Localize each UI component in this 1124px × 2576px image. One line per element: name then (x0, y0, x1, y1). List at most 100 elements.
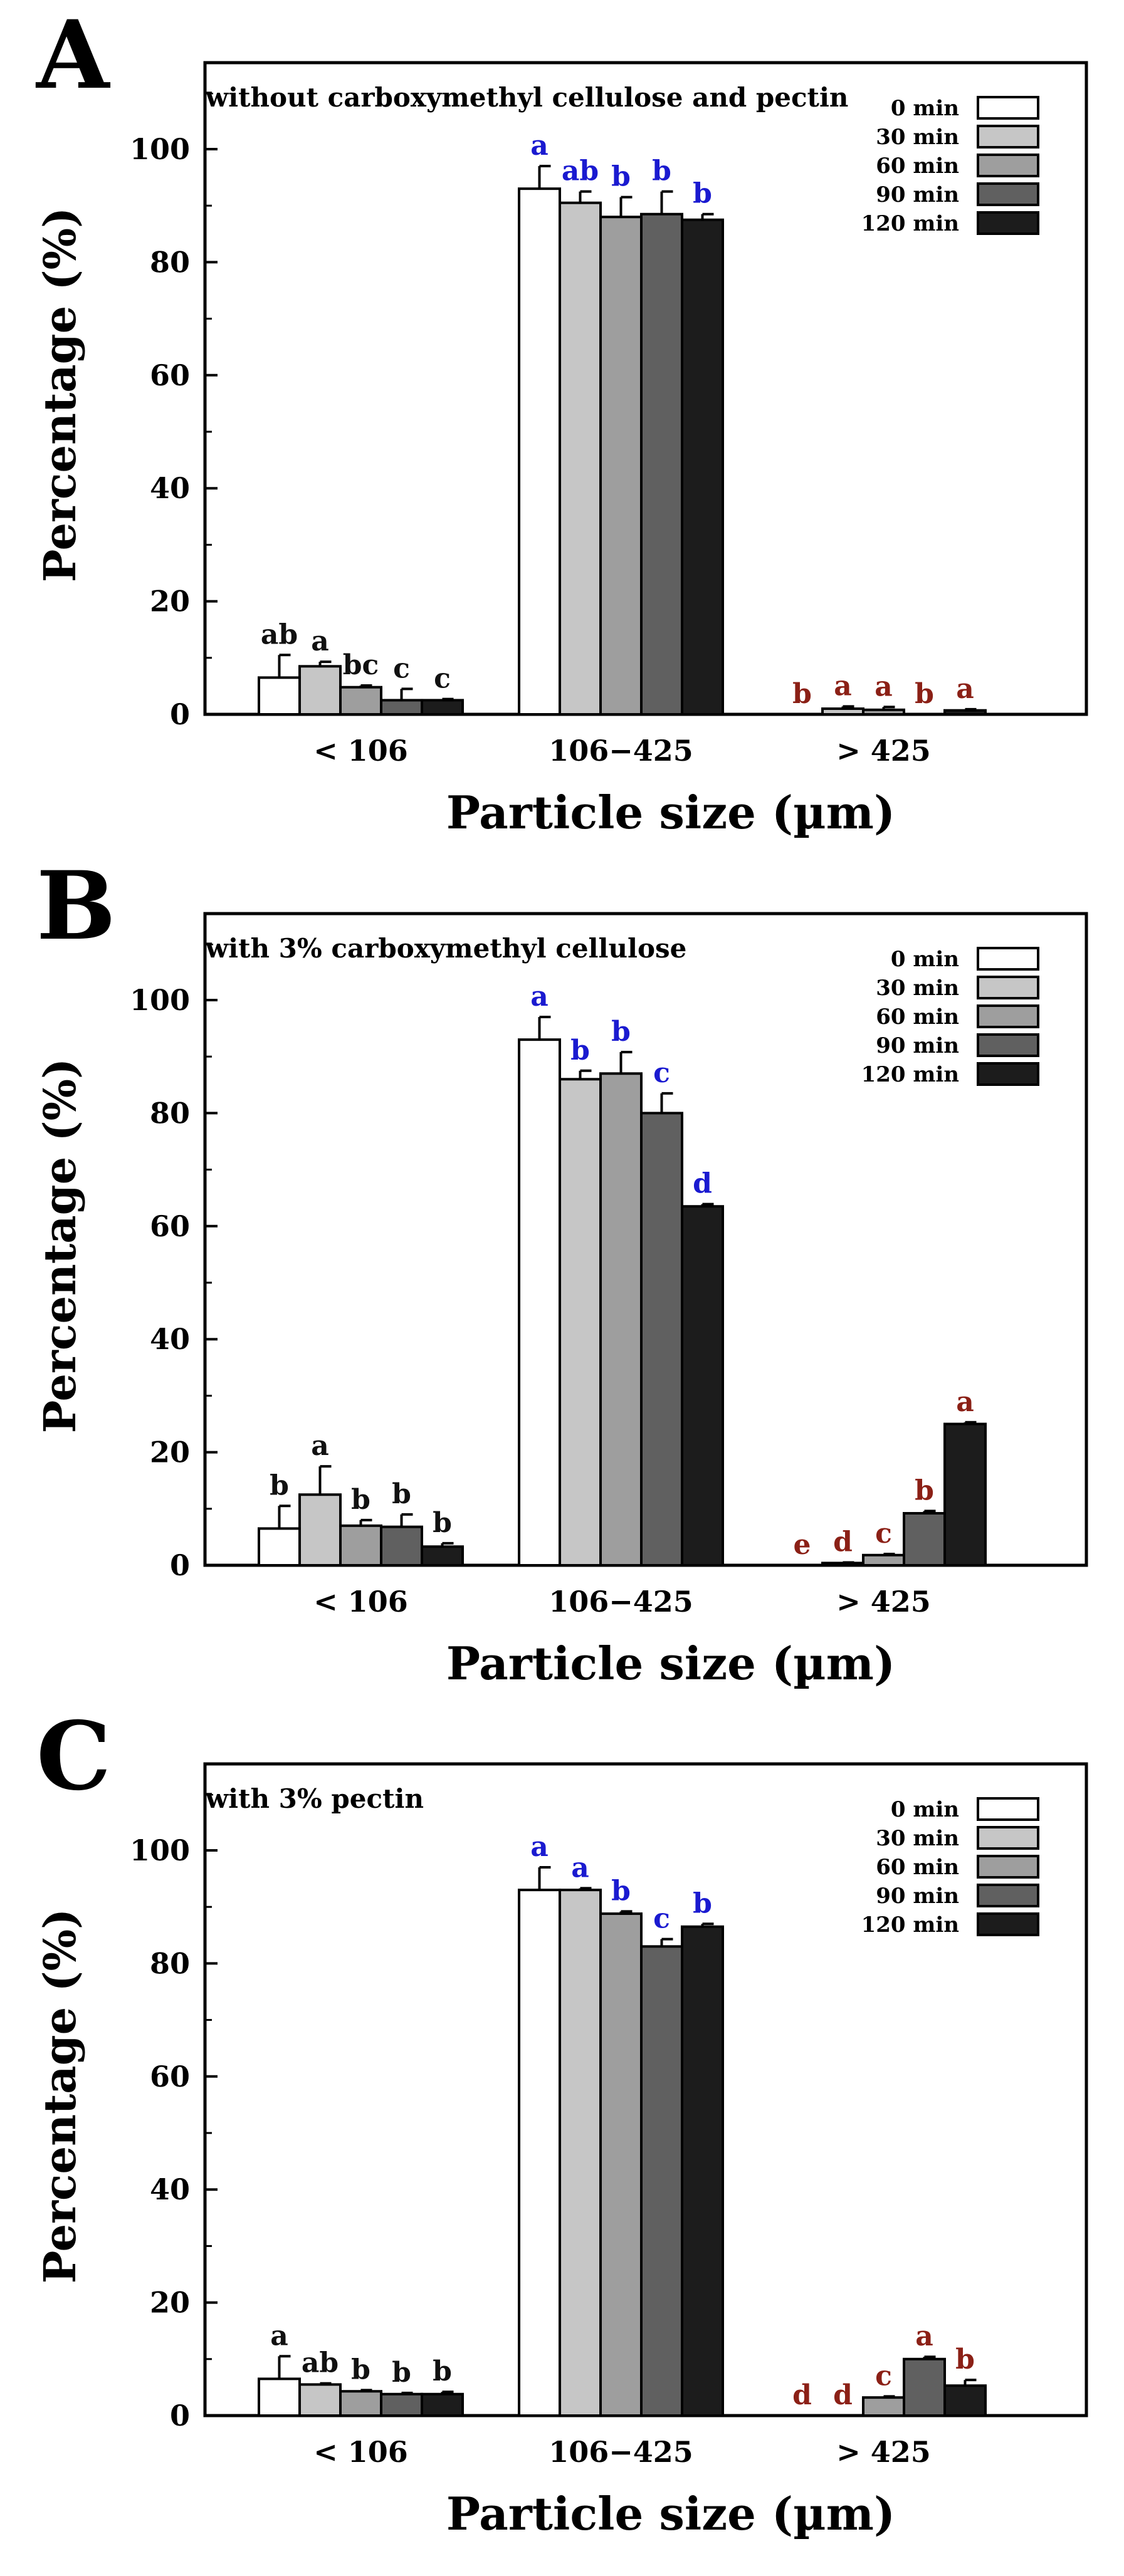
significance-letter: b (693, 1887, 712, 1919)
bar (339, 1524, 382, 1567)
legend-swatch (977, 154, 1039, 177)
significance-letter: c (393, 652, 410, 684)
panel-letter: A (35, 0, 111, 110)
legend-swatch (977, 1033, 1039, 1057)
y-tick-label: 100 (130, 1833, 190, 1867)
y-tick-label: 20 (150, 1436, 190, 1469)
legend-swatch (977, 211, 1039, 235)
y-tick-label: 0 (170, 2399, 190, 2433)
bar (640, 212, 683, 716)
bar (258, 1527, 301, 1567)
x-axis-label: Particle size (µm) (446, 1637, 895, 1690)
significance-letter: a (571, 1852, 589, 1884)
significance-letter: c (875, 2360, 892, 2392)
significance-letter: a (834, 670, 852, 702)
y-tick-label: 20 (150, 2286, 190, 2320)
x-tick-label: > 425 (836, 2435, 931, 2469)
y-tick-label: 0 (170, 697, 190, 731)
y-tick-label: 40 (150, 1322, 190, 1356)
chart-title: without carboxymethyl cellulose and pect… (205, 82, 848, 113)
significance-letter: a (875, 670, 893, 702)
chart-title: with 3% pectin (205, 1783, 424, 1814)
significance-letter: a (530, 981, 549, 1013)
x-axis-label: Particle size (µm) (446, 786, 895, 839)
bar (681, 218, 724, 716)
significance-letter: b (351, 1484, 370, 1516)
x-tick-label: 106−425 (549, 734, 693, 768)
significance-letter: b (392, 1478, 411, 1510)
x-tick-label: > 425 (836, 734, 931, 768)
bar (421, 2392, 464, 2417)
bar (421, 1545, 464, 1567)
bar (518, 187, 561, 716)
y-tick-label: 80 (150, 245, 190, 279)
significance-letter: ab (302, 2347, 339, 2379)
significance-letter: b (693, 178, 712, 210)
significance-letter: b (270, 1469, 289, 1501)
x-tick-label: > 425 (836, 1585, 931, 1619)
significance-letter: d (693, 1168, 712, 1200)
significance-letter: bc (343, 649, 379, 681)
legend-label: 90 min (876, 182, 959, 207)
y-tick-label: 100 (130, 983, 190, 1017)
significance-letter: b (570, 1035, 590, 1066)
significance-letter: b (611, 1875, 631, 1907)
y-tick-label: 40 (150, 2172, 190, 2206)
significance-letter: b (351, 2354, 370, 2386)
y-tick-label: 80 (150, 1946, 190, 1980)
significance-letter: a (530, 130, 549, 162)
significance-letter: c (653, 1057, 670, 1089)
y-tick-label: 80 (150, 1096, 190, 1130)
significance-letter: a (915, 2320, 933, 2352)
y-tick-label: 60 (150, 1209, 190, 1243)
bar (518, 1038, 561, 1567)
legend-label: 60 min (876, 1004, 959, 1030)
bar (903, 2357, 946, 2417)
y-tick-label: 40 (150, 471, 190, 505)
legend-label: 30 min (876, 976, 959, 1001)
bar (518, 1889, 561, 2417)
bar (298, 2383, 342, 2417)
significance-letter: c (434, 663, 451, 695)
legend-label: 90 min (876, 1033, 959, 1058)
significance-letter: d (833, 1526, 853, 1558)
significance-letter: e (794, 1529, 811, 1561)
bar (943, 1422, 987, 1567)
significance-letter: b (915, 1474, 934, 1506)
bar (258, 676, 301, 716)
x-tick-label: 106−425 (549, 1585, 693, 1619)
legend-label: 0 min (891, 947, 959, 972)
panel-letter: C (36, 1701, 111, 1812)
legend-label: 60 min (876, 1855, 959, 1880)
bar (298, 1493, 342, 1567)
significance-letter: c (875, 1518, 892, 1550)
bar (421, 699, 464, 716)
bar (380, 2392, 423, 2417)
legend-label: 120 min (861, 1062, 959, 1087)
bar (298, 665, 342, 716)
significance-letter: c (653, 1903, 670, 1935)
legend-label: 30 min (876, 1826, 959, 1851)
bar (599, 1912, 643, 2417)
legend-label: 0 min (891, 96, 959, 121)
significance-letter: b (611, 1016, 631, 1048)
legend-label: 90 min (876, 1884, 959, 1909)
legend-swatch (977, 96, 1039, 120)
significance-letter: a (530, 1831, 549, 1863)
y-axis-label: Percentage (%) (34, 1058, 86, 1434)
legend-label: 60 min (876, 154, 959, 179)
bar (380, 1525, 423, 1567)
significance-letter: ab (562, 155, 599, 187)
legend-swatch (977, 947, 1039, 971)
bar (640, 1945, 683, 2417)
bar (339, 2390, 382, 2417)
significance-letter: b (392, 2357, 411, 2389)
bar (943, 2384, 987, 2417)
legend-label: 30 min (876, 125, 959, 150)
significance-letter: b (652, 155, 671, 187)
significance-letter: b (433, 1507, 452, 1539)
legend-label: 120 min (861, 1912, 959, 1937)
significance-letter: a (311, 1430, 329, 1462)
